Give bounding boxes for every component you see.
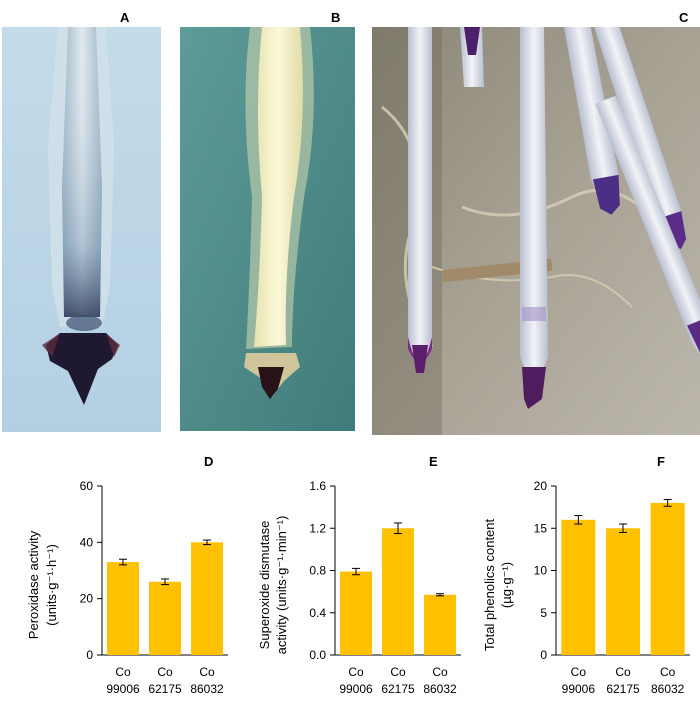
y-axis-label-line-1: Superoxide dismutase [257,521,272,650]
x-category-label: 62175 [381,682,415,696]
root-photo-c [372,27,700,435]
y-tick-label: 15 [534,521,548,535]
panel-label-e: E [429,454,438,469]
chart-e-svg: Superoxide dismutase activity (units·g⁻¹… [257,479,461,696]
x-category-label: Co [615,665,631,679]
x-category-label: Co [348,665,364,679]
y-tick-label: 60 [80,479,94,493]
x-category-label: 62175 [148,682,182,696]
chart-f-svg: Total phenolics content (µg·g⁻¹) 0 5 10 15 2… [482,479,690,696]
x-category-label: 86032 [190,682,224,696]
bar [424,594,456,655]
panel-label-c: C [679,10,689,25]
x-category-label: Co [199,665,215,679]
root-photo-a [2,27,161,432]
x-category-label: 99006 [339,682,373,696]
panel-label-d: D [204,454,214,469]
bar [149,581,181,655]
x-category-label: Co [432,665,448,679]
x-category-label: 86032 [651,682,685,696]
y-tick-label: 5 [540,606,547,620]
bar [606,528,640,655]
x-category-label: Co [157,665,173,679]
y-axis-label-line-1: Peroxidase activity [26,530,41,639]
chart-d-svg: Peroxidase activity (units·g⁻¹·h⁻¹) 0 20 4… [26,479,228,696]
y-tick-label: 20 [80,592,94,606]
y-tick-label: 10 [534,564,548,578]
y-axis-label-line-2: (µg·g⁻¹) [499,562,514,608]
bar [191,542,223,655]
bar [650,502,685,655]
y-tick-label: 0 [540,648,547,662]
panel-label-b: B [331,10,341,25]
panel-label-a: A [120,10,130,25]
bar [561,519,596,655]
x-category-label: 86032 [423,682,457,696]
y-axis-label-line-1: Total phenolics content [482,518,497,651]
chart-total-phenolics-content: Total phenolics content (µg·g⁻¹) 0 5 10 15 2… [466,470,700,710]
y-tick-label: 0.8 [309,564,326,578]
y-tick-label: 40 [80,535,94,549]
x-category-label: 99006 [106,682,140,696]
y-tick-label: 20 [534,479,548,493]
x-category-label: 99006 [562,682,596,696]
chart-peroxidase-activity: Peroxidase activity (units·g⁻¹·h⁻¹) 0 20 4… [0,470,233,710]
bar [340,571,372,655]
x-category-label: Co [660,665,676,679]
x-category-label: Co [390,665,406,679]
y-tick-label: 0 [86,648,93,662]
chart-superoxide-dismutase-activity: Superoxide dismutase activity (units·g⁻¹… [233,470,466,710]
x-category-label: Co [115,665,131,679]
y-tick-label: 1.6 [309,479,326,493]
x-category-label: 62175 [606,682,640,696]
bar [382,528,414,655]
y-tick-label: 1.2 [309,521,326,535]
bar [107,562,139,655]
y-axis-label-line-2: (units·g⁻¹·h⁻¹) [44,544,59,626]
y-axis-label-line-2: activity (units·g⁻¹·min⁻¹) [274,516,289,655]
y-tick-label: 0.0 [309,648,326,662]
root-photo-b [180,27,355,431]
panel-label-f: F [657,454,665,469]
x-category-label: Co [571,665,587,679]
y-tick-label: 0.4 [309,606,326,620]
